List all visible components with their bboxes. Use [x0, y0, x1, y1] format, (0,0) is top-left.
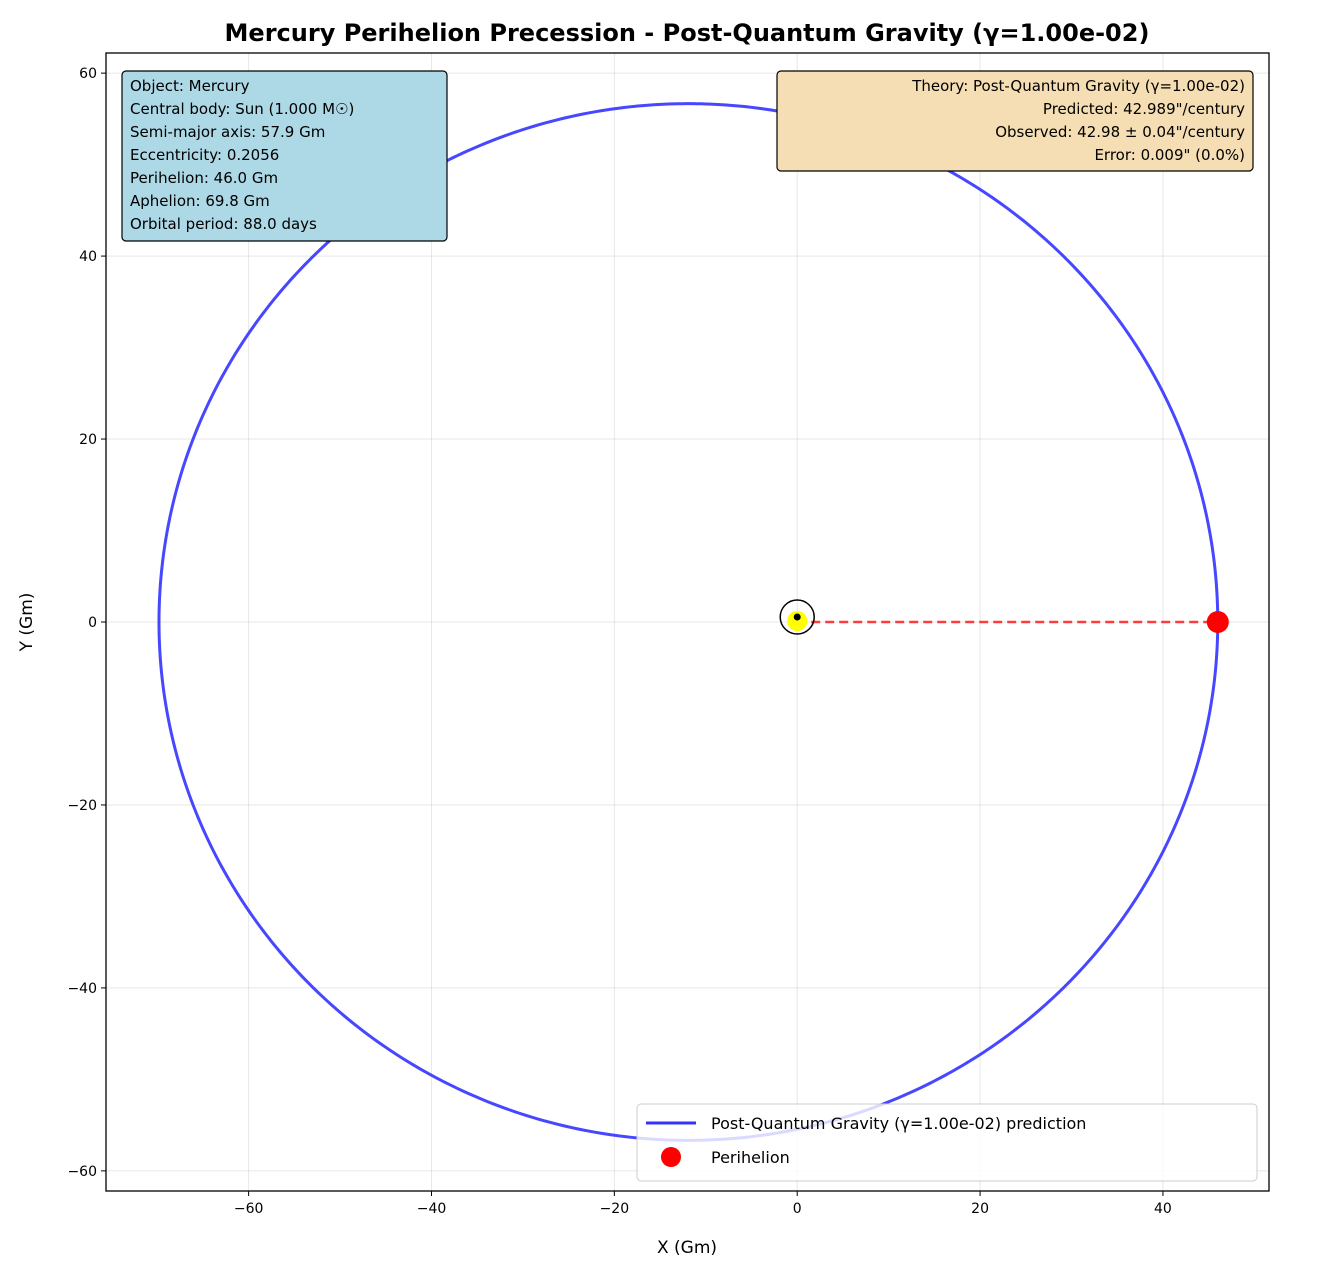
orbit-path: [157, 102, 1220, 1142]
y-tick-label: 0: [88, 615, 97, 631]
y-tick-label: 40: [79, 249, 97, 265]
y-tick-label: 20: [79, 432, 97, 448]
y-tick-label: −60: [67, 1164, 97, 1180]
y-tick-label: 60: [79, 66, 97, 82]
sun-marker: [787, 611, 808, 631]
legend-marker-swatch: [661, 1147, 681, 1167]
info-line: Eccentricity: 0.2056: [130, 146, 279, 164]
x-tick-label: 20: [971, 1201, 989, 1217]
info-box: Object: Mercury Central body: Sun (1.000…: [121, 70, 448, 242]
sun-outline: [779, 599, 815, 635]
x-axis-label: X (Gm): [657, 1238, 717, 1258]
legend: Post-Quantum Gravity (γ=1.00e-02) predic…: [636, 1103, 1258, 1182]
x-axis: −60 −40 −20 0 20 40: [234, 1191, 1172, 1217]
theory-line: Theory: Post-Quantum Gravity (γ=1.00e-02…: [911, 77, 1245, 95]
theory-line: Error: 0.009" (0.0%): [1094, 146, 1245, 164]
orbit-layer: [157, 102, 1229, 1142]
y-tick-label: −20: [67, 798, 97, 814]
info-line: Object: Mercury: [130, 77, 250, 95]
sun-center-dot: [793, 613, 801, 621]
info-line: Perihelion: 46.0 Gm: [130, 169, 278, 187]
info-line: Aphelion: 69.8 Gm: [130, 192, 270, 210]
info-line: Central body: Sun (1.000 M☉): [130, 100, 354, 118]
theory-line: Predicted: 42.989"/century: [1043, 100, 1245, 118]
y-axis: −60 −40 −20 0 20 40 60: [67, 66, 106, 1180]
legend-label-perihelion: Perihelion: [711, 1148, 790, 1167]
x-tick-label: 40: [1154, 1201, 1172, 1217]
x-tick-label: −20: [600, 1201, 630, 1217]
legend-background: [636, 1103, 1258, 1182]
theory-line: Observed: 42.98 ± 0.04"/century: [995, 123, 1245, 141]
legend-label-orbit: Post-Quantum Gravity (γ=1.00e-02) predic…: [711, 1114, 1086, 1133]
info-line: Semi-major axis: 57.9 Gm: [130, 123, 325, 141]
x-tick-label: −40: [417, 1201, 447, 1217]
y-tick-label: −40: [67, 981, 97, 997]
theory-box-background: [776, 70, 1254, 172]
chart-title: Mercury Perihelion Precession - Post-Qua…: [225, 19, 1150, 47]
perihelion-marker: [1206, 611, 1229, 633]
info-box-background: [121, 70, 448, 242]
theory-box: Theory: Post-Quantum Gravity (γ=1.00e-02…: [776, 70, 1254, 172]
x-tick-label: −60: [234, 1201, 264, 1217]
x-tick-label: 0: [793, 1201, 802, 1217]
y-axis-label: Y (Gm): [17, 593, 37, 653]
info-line: Orbital period: 88.0 days: [130, 215, 317, 233]
